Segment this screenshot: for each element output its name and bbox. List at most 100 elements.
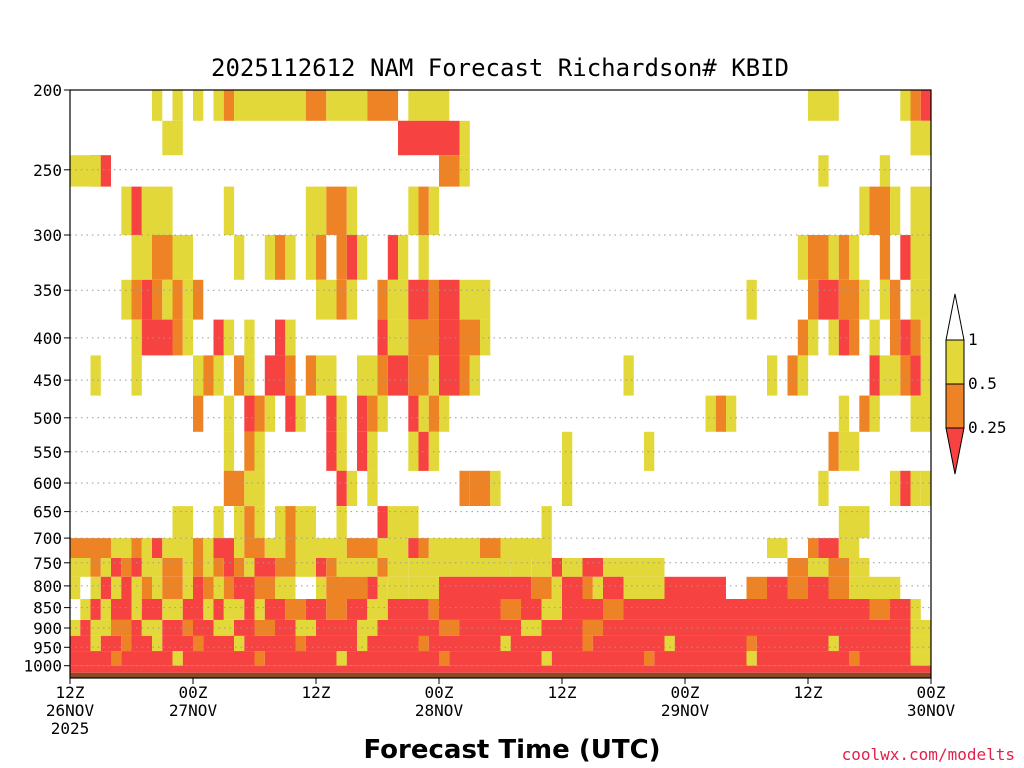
heatmap-cell — [316, 576, 327, 599]
heatmap-cell — [223, 576, 235, 599]
heatmap-cell — [746, 620, 788, 636]
heatmap-cell — [70, 635, 91, 652]
heatmap-cell — [305, 90, 327, 121]
heatmap-cell — [541, 620, 583, 636]
heatmap-cell — [285, 355, 296, 396]
heatmap-cell — [162, 558, 183, 577]
heatmap-cell — [428, 186, 440, 235]
heatmap-cell — [767, 355, 778, 396]
heatmap-cell — [459, 279, 491, 320]
heatmap-cell — [562, 558, 583, 577]
heatmap-cell — [603, 558, 624, 577]
heatmap-cell — [408, 431, 419, 471]
heatmap-cell — [213, 558, 224, 577]
heatmap-cell — [244, 599, 255, 620]
heatmap-cell — [346, 651, 440, 666]
heatmap-cell — [705, 395, 716, 432]
heatmap-cell — [90, 576, 101, 599]
heatmap-cell — [285, 538, 296, 558]
heatmap-cell — [244, 538, 265, 558]
heatmap-cell — [910, 90, 921, 121]
heatmap-cell — [459, 319, 480, 356]
heatmap-cell — [664, 635, 675, 652]
heatmap-cell — [100, 576, 112, 599]
heatmap-cell — [592, 576, 604, 599]
heatmap-cell — [346, 186, 358, 235]
heatmap-cell — [336, 235, 347, 280]
heatmap-cell — [305, 355, 317, 396]
heatmap-cell — [162, 120, 173, 156]
ground-surface — [70, 672, 931, 678]
heatmap-cell — [418, 538, 429, 558]
heatmap-cell — [428, 599, 440, 620]
heatmap-cell — [449, 651, 542, 666]
heatmap-cell — [111, 599, 132, 620]
heatmap-cell — [849, 235, 860, 280]
heatmap-cell — [141, 538, 153, 558]
y-tick-label: 450 — [33, 371, 62, 390]
heatmap-cell — [869, 186, 890, 235]
heatmap-cell — [726, 395, 737, 432]
heatmap-cell — [849, 558, 870, 577]
heatmap-cell — [254, 599, 265, 620]
heatmap-cell — [428, 538, 460, 558]
heatmap-cell — [70, 155, 91, 187]
heatmap-cell — [131, 186, 142, 235]
heatmap-cell — [890, 599, 911, 620]
heatmap-cell — [879, 155, 891, 187]
heatmap-cell — [182, 651, 255, 666]
heatmap-cell — [326, 395, 337, 432]
heatmap-cell — [234, 635, 245, 652]
x-tick-label: 29NOV — [661, 701, 710, 720]
heatmap-cell — [623, 599, 665, 620]
heatmap-cell — [244, 506, 255, 539]
heatmap-cell — [797, 355, 809, 396]
heatmap-cell — [193, 576, 204, 599]
heatmap-cell — [838, 279, 860, 320]
heatmap-cell — [521, 620, 542, 636]
heatmap-cell — [377, 576, 388, 599]
heatmap-cell — [808, 279, 819, 320]
x-tick-label: 28NOV — [415, 701, 464, 720]
heatmap-cell — [828, 558, 849, 577]
heatmap-cell — [121, 576, 132, 599]
heatmap-cell — [900, 235, 911, 280]
legend-bottom-triangle — [945, 427, 965, 475]
gridlines — [70, 169, 931, 667]
heatmap-cell — [408, 90, 450, 121]
heatmap-cell — [746, 576, 767, 599]
heatmap-cell — [264, 235, 276, 280]
heatmap-cell — [162, 538, 194, 558]
heatmap-cell — [193, 395, 204, 432]
heatmap-cell — [428, 395, 440, 432]
heatmap-cell — [469, 355, 481, 396]
heatmap-cell — [264, 599, 286, 620]
heatmap-cell — [234, 90, 306, 121]
heatmap-cell — [316, 620, 357, 636]
heatmap-cell — [244, 635, 296, 652]
heatmap-cell — [141, 558, 163, 577]
heatmap-cell — [469, 470, 491, 506]
heatmap-cell — [203, 355, 214, 396]
chart-title: 2025112612 NAM Forecast Richardson# KBID — [211, 54, 789, 82]
heatmap-cell — [756, 651, 850, 666]
heatmap-cell — [551, 558, 563, 577]
heatmap-cell — [398, 235, 409, 280]
heatmap-cell — [377, 355, 388, 396]
heatmap-cell — [213, 576, 224, 599]
legend-top-triangle — [945, 293, 965, 341]
heatmap-cell — [808, 576, 829, 599]
heatmap-cell — [387, 319, 409, 356]
heatmap-cell — [705, 599, 747, 620]
heatmap-cell — [818, 538, 839, 558]
y-tick-label: 900 — [33, 619, 62, 638]
heatmap-cell — [859, 395, 870, 432]
heatmap-cell — [408, 576, 440, 599]
heatmap-cell — [828, 620, 870, 636]
heatmap-cell — [100, 635, 122, 652]
heatmap-cell — [223, 470, 245, 506]
heatmap-cell — [223, 558, 235, 577]
heatmap-cell — [70, 576, 81, 599]
heatmap-cell — [326, 431, 337, 471]
